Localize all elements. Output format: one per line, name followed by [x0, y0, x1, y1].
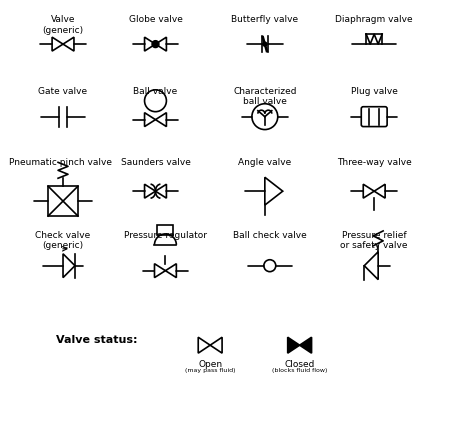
Polygon shape [210, 337, 222, 353]
Text: Plug valve: Plug valve [351, 87, 398, 96]
Circle shape [152, 41, 159, 48]
Polygon shape [155, 184, 166, 198]
Text: Pneumatic pinch valve: Pneumatic pinch valve [9, 158, 112, 167]
Text: Pressure relief
or safety valve: Pressure relief or safety valve [340, 231, 408, 250]
Polygon shape [155, 112, 166, 126]
Text: Ball check valve: Ball check valve [233, 231, 307, 240]
Text: Valve status:: Valve status: [56, 335, 137, 345]
Text: Valve
(generic): Valve (generic) [43, 15, 83, 35]
Text: Open: Open [198, 360, 222, 369]
Text: Closed: Closed [284, 360, 315, 369]
Polygon shape [374, 184, 385, 198]
Polygon shape [363, 184, 374, 198]
Polygon shape [165, 264, 176, 278]
Bar [157, 225, 173, 235]
Polygon shape [63, 254, 75, 278]
Text: (blocks fluid flow): (blocks fluid flow) [272, 368, 328, 373]
Text: Globe valve: Globe valve [128, 15, 182, 24]
Polygon shape [288, 337, 300, 353]
Text: Pressure regulator: Pressure regulator [124, 231, 207, 240]
Circle shape [263, 42, 267, 46]
Text: Diaphragm valve: Diaphragm valve [336, 15, 413, 24]
Text: Check valve
(generic): Check valve (generic) [36, 231, 91, 250]
Polygon shape [155, 264, 165, 278]
Text: Angle valve: Angle valve [238, 158, 292, 167]
Bar [48, 186, 78, 216]
Text: Characterized
ball valve: Characterized ball valve [233, 87, 297, 106]
Polygon shape [265, 177, 283, 205]
Polygon shape [364, 252, 378, 279]
Text: Gate valve: Gate valve [38, 87, 88, 96]
Polygon shape [198, 337, 210, 353]
Text: Butterfly valve: Butterfly valve [231, 15, 299, 24]
Text: Saunders valve: Saunders valve [120, 158, 191, 167]
Text: Ball valve: Ball valve [133, 87, 178, 96]
Polygon shape [145, 37, 155, 51]
Polygon shape [300, 337, 311, 353]
Text: Three-way valve: Three-way valve [337, 158, 411, 167]
Polygon shape [145, 184, 155, 198]
Polygon shape [52, 37, 63, 51]
Polygon shape [155, 37, 166, 51]
Polygon shape [145, 112, 155, 126]
Text: (may pass fluid): (may pass fluid) [185, 368, 236, 373]
Polygon shape [63, 37, 74, 51]
